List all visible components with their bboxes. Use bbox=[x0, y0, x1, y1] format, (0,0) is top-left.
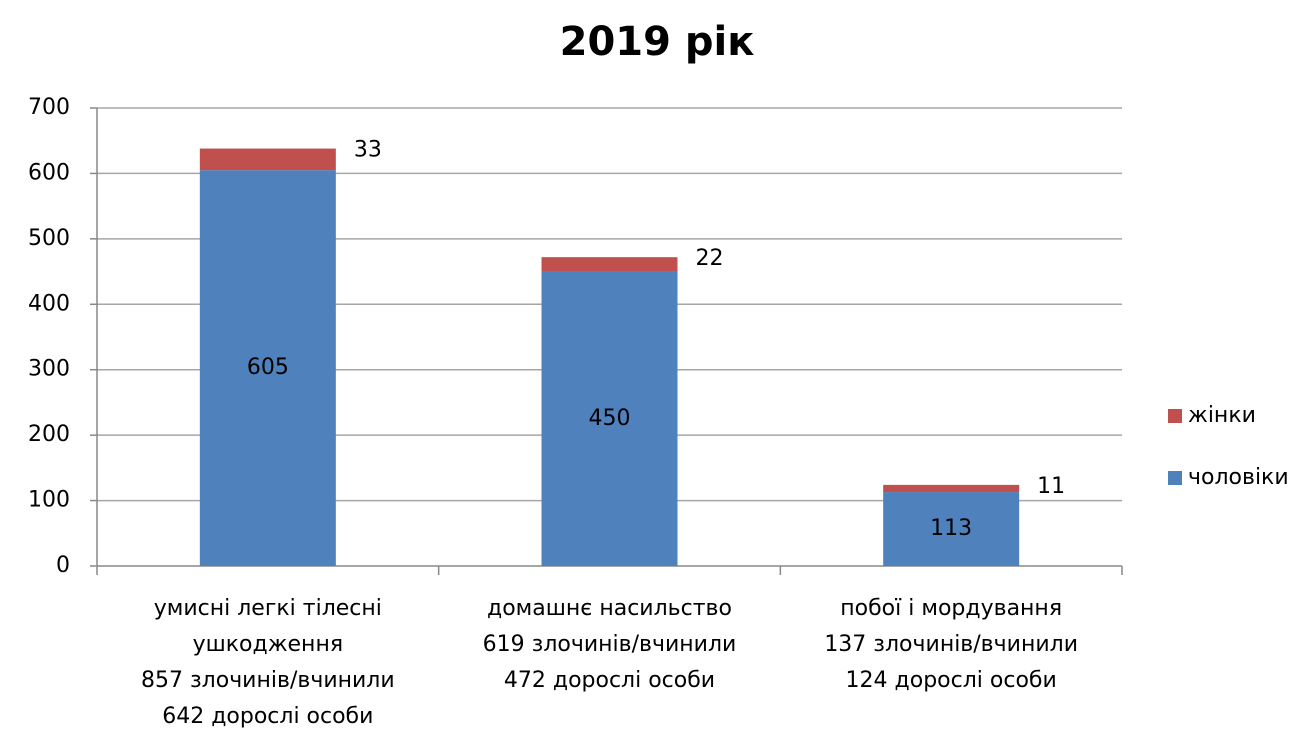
x-tick-label: домашнє насильство bbox=[487, 596, 732, 621]
bar-segment bbox=[541, 271, 678, 566]
data-label: 33 bbox=[354, 138, 382, 163]
legend-swatch bbox=[1168, 471, 1182, 485]
legend-label: жінки bbox=[1188, 403, 1256, 428]
x-tick-label: побої і мордування bbox=[840, 596, 1062, 621]
legend-swatch bbox=[1168, 409, 1182, 423]
data-label: 450 bbox=[589, 406, 631, 431]
y-tick-label: 500 bbox=[28, 226, 70, 251]
x-tick-label: 642 дорослі особи bbox=[162, 704, 373, 729]
y-tick-label: 300 bbox=[28, 357, 70, 382]
y-tick-label: 200 bbox=[28, 422, 70, 447]
y-tick-label: 600 bbox=[28, 160, 70, 185]
data-label: 605 bbox=[247, 355, 289, 380]
x-tick-label: 137 злочинів/вчинили bbox=[824, 632, 1078, 657]
data-label: 11 bbox=[1037, 474, 1065, 499]
x-tick-label: 472 дорослі особи bbox=[504, 668, 715, 693]
y-tick-label: 400 bbox=[28, 291, 70, 316]
data-label: 22 bbox=[696, 246, 724, 271]
legend-label: чоловіки bbox=[1188, 465, 1289, 490]
x-tick-label: 124 дорослі особи bbox=[846, 668, 1057, 693]
x-tick-label: 619 злочинів/вчинили bbox=[483, 632, 737, 657]
y-tick-label: 100 bbox=[28, 488, 70, 513]
y-tick-label: 0 bbox=[56, 553, 70, 578]
bar-segment bbox=[883, 484, 1020, 493]
bar-segment bbox=[541, 257, 678, 272]
bar-segment bbox=[883, 492, 1020, 566]
data-label: 113 bbox=[930, 516, 972, 541]
bar-segment bbox=[199, 170, 336, 566]
x-tick-label: 857 злочинів/вчинили bbox=[141, 668, 395, 693]
x-tick-label: ушкодження bbox=[193, 632, 343, 657]
x-tick-label: умисні легкі тілесні bbox=[154, 596, 382, 621]
y-tick-label: 700 bbox=[28, 95, 70, 120]
bar-segment bbox=[199, 148, 336, 171]
chart-title: 2019 рік bbox=[560, 19, 755, 65]
